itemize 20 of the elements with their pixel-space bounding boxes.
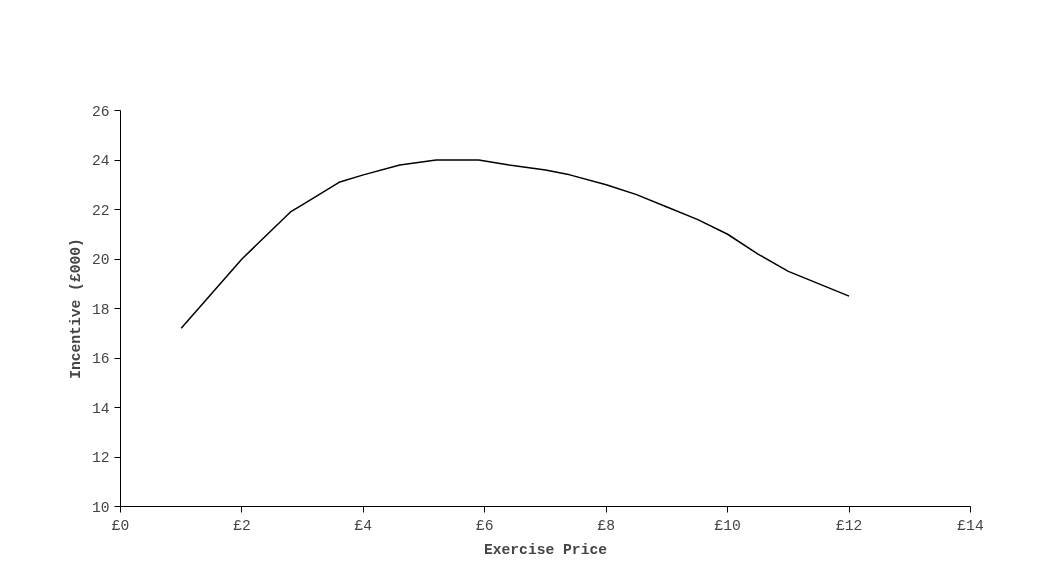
y-tick-label: 26 — [91, 103, 110, 120]
x-tick-label: £8 — [597, 517, 616, 534]
y-tick-label: 22 — [91, 202, 110, 219]
y-tick-label: 10 — [91, 499, 110, 516]
y-tick-label: 24 — [91, 153, 110, 169]
x-axis-title: Exercise Price — [483, 541, 608, 558]
x-tick-label: £12 — [835, 517, 863, 534]
x-tick-label: £4 — [354, 517, 373, 534]
y-tick-label: 20 — [91, 252, 110, 268]
x-tick-label: £10 — [714, 517, 741, 534]
y-tick-label: 16 — [91, 351, 110, 367]
x-tick-label: £2 — [233, 517, 251, 534]
y-axis-title: Incentive (£000) — [67, 238, 84, 379]
x-tick-label: £0 — [111, 517, 130, 534]
x-tick-label: £14 — [957, 517, 984, 534]
y-tick-label: 12 — [91, 450, 110, 466]
line-series — [180, 159, 850, 330]
y-tick-label: 18 — [91, 301, 110, 318]
x-tick-label: £6 — [475, 517, 494, 534]
y-tick-label: 14 — [91, 400, 110, 417]
